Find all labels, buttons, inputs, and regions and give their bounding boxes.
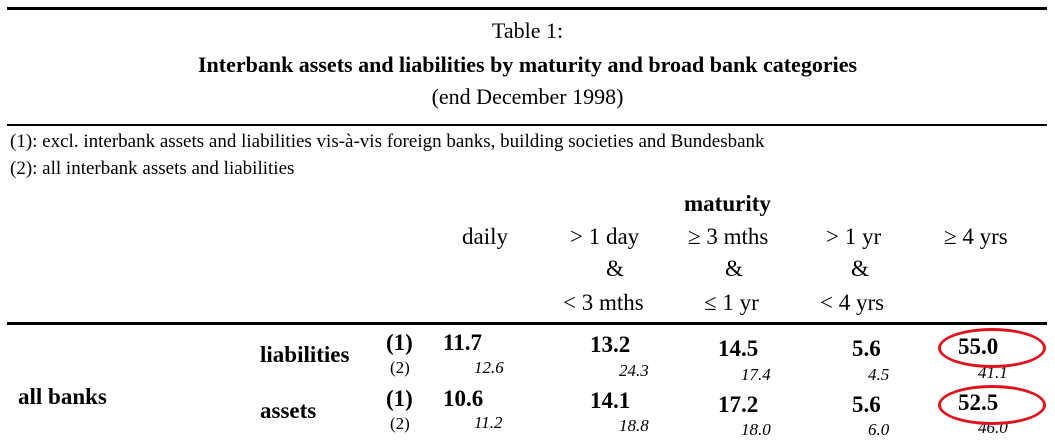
liabilities-1-1y-4y: 5.6 [852, 336, 881, 361]
assets-1-3m-1y: 17.2 [718, 392, 759, 417]
column-header-1y-4y-line1: > 1 yr [826, 224, 882, 249]
column-header-1y-4y-line3: < 4 yrs [820, 290, 885, 315]
liabilities-1-3m-1y: 14.5 [718, 336, 759, 361]
assets-1-daily: 10.6 [443, 386, 484, 411]
marker-liabilities-1: (1) [386, 330, 413, 355]
column-header-1d-3m-line2: & [606, 256, 624, 281]
column-header-4y-plus: ≥ 4 yrs [944, 224, 1008, 249]
category-label: all banks [18, 384, 107, 409]
assets-2-1y-4y: 6.0 [868, 420, 890, 439]
maturity-group-header: maturity [684, 191, 771, 216]
table-number: Table 1: [491, 18, 564, 43]
liabilities-1-1d-3m: 13.2 [590, 332, 631, 357]
liabilities-1-daily: 11.7 [443, 330, 482, 355]
column-header-1d-3m-line3: < 3 mths [563, 290, 644, 315]
column-header-1d-3m-line1: > 1 day [570, 224, 640, 249]
marker-assets-2: (2) [390, 414, 410, 433]
liabilities-2-daily: 12.6 [474, 358, 504, 377]
column-header-3m-1y-line3: ≤ 1 yr [704, 290, 759, 315]
row-label-assets: assets [260, 398, 317, 423]
highlight-circle-assets [938, 385, 1046, 425]
marker-liabilities-2: (2) [390, 358, 410, 377]
footnote-2: (2): all interbank assets and liabilitie… [10, 158, 295, 179]
table-date: (end December 1998) [431, 84, 624, 109]
header-rule [7, 322, 1047, 325]
row-label-liabilities: liabilities [260, 342, 350, 367]
table-title: Interbank assets and liabilities by matu… [197, 52, 858, 77]
liabilities-2-1d-3m: 24.3 [619, 361, 649, 380]
marker-assets-1: (1) [386, 386, 413, 411]
assets-2-daily: 11.2 [474, 413, 503, 432]
column-header-daily: daily [462, 224, 508, 249]
highlight-circle-liabilities [938, 328, 1046, 368]
title-rule [7, 124, 1047, 126]
assets-1-1d-3m: 14.1 [590, 388, 631, 413]
column-header-3m-1y-line1: ≥ 3 mths [688, 224, 769, 249]
liabilities-2-1y-4y: 4.5 [868, 365, 890, 384]
column-header-1y-4y-line2: & [851, 256, 869, 281]
assets-2-1d-3m: 18.8 [619, 416, 649, 435]
liabilities-2-3m-1y: 17.4 [741, 365, 771, 384]
assets-1-1y-4y: 5.6 [852, 392, 881, 417]
top-rule [7, 7, 1047, 10]
footnote-1: (1): excl. interbank assets and liabilit… [10, 131, 765, 152]
column-header-3m-1y-line2: & [725, 256, 743, 281]
assets-2-3m-1y: 18.0 [741, 420, 771, 439]
